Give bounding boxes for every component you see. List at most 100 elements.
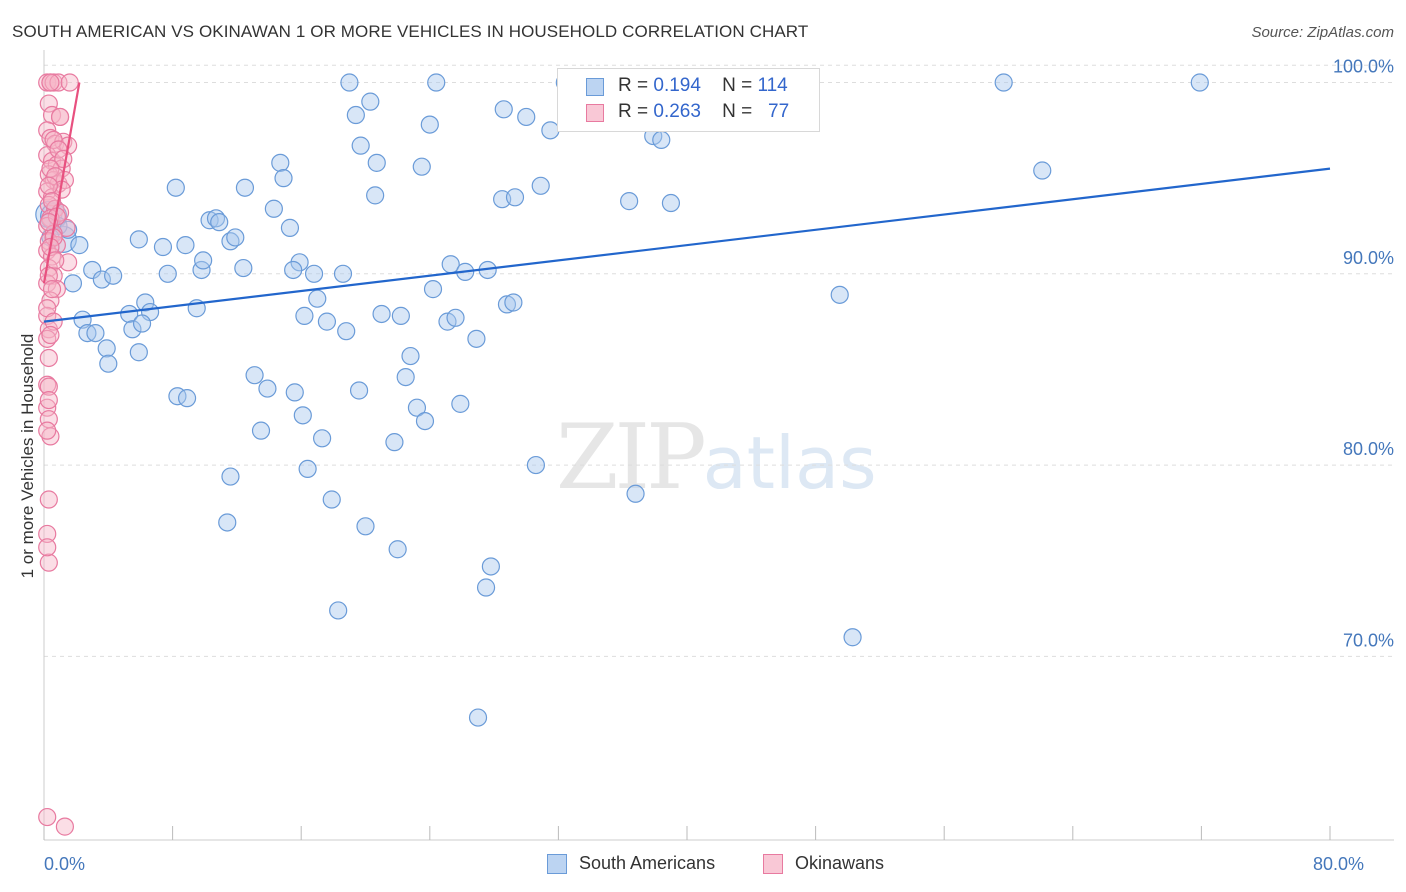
y-tick-label: 100.0% bbox=[1333, 57, 1394, 77]
pink-swatch bbox=[586, 104, 604, 122]
okinawan-point bbox=[38, 274, 57, 293]
south-american-point bbox=[396, 367, 415, 387]
south-american-point bbox=[251, 421, 271, 440]
south-american-point bbox=[372, 304, 391, 324]
okinawan-point bbox=[42, 280, 62, 299]
south-american-point bbox=[661, 193, 681, 213]
south-american-point bbox=[97, 339, 116, 358]
okinawan-point bbox=[39, 390, 58, 410]
south-american-point bbox=[337, 322, 356, 341]
south-american-point bbox=[497, 295, 517, 314]
okinawan-point bbox=[38, 524, 57, 544]
okinawan-point bbox=[46, 251, 65, 270]
r-label: R = bbox=[618, 75, 649, 96]
south-american-point bbox=[494, 100, 513, 119]
y-tick-label: 90.0% bbox=[1343, 248, 1394, 268]
south-american-point bbox=[652, 130, 671, 150]
south-american-point bbox=[136, 293, 155, 312]
south-american-point bbox=[317, 312, 337, 331]
watermark-atlas: atlas bbox=[702, 421, 877, 505]
okinawan-point bbox=[41, 427, 60, 446]
south-american-point bbox=[280, 218, 300, 237]
south-american-point bbox=[468, 708, 488, 727]
watermark-zip: ZIP bbox=[556, 405, 707, 510]
south-american-point bbox=[258, 379, 277, 398]
south-americans-points bbox=[35, 73, 1209, 727]
south-american-point bbox=[284, 260, 303, 280]
chart-title: SOUTH AMERICAN VS OKINAWAN 1 OR MORE VEH… bbox=[12, 22, 809, 41]
okinawans-trend-line bbox=[42, 82, 81, 284]
south-american-point bbox=[481, 557, 500, 576]
south-american-point bbox=[86, 323, 105, 343]
n-label: N = bbox=[722, 75, 753, 96]
south-american-point bbox=[218, 513, 237, 532]
south-american-point bbox=[83, 260, 102, 280]
south-american-point bbox=[451, 394, 470, 413]
south-american-point bbox=[446, 308, 465, 327]
south-american-point bbox=[361, 92, 380, 111]
okinawan-point bbox=[39, 94, 58, 113]
y-tick-label: 70.0% bbox=[1343, 630, 1394, 650]
south-american-point bbox=[304, 264, 324, 283]
r-value: 0.263 bbox=[653, 101, 701, 122]
south-american-point bbox=[210, 213, 229, 232]
okinawan-point bbox=[39, 377, 58, 396]
south-american-point bbox=[295, 306, 314, 325]
south-american-point bbox=[176, 236, 195, 255]
okinawan-point bbox=[50, 107, 70, 127]
okinawan-point bbox=[38, 421, 57, 440]
south-american-point bbox=[298, 459, 317, 479]
south-american-point bbox=[158, 264, 177, 283]
south-american-point bbox=[830, 285, 849, 304]
south-american-point bbox=[177, 389, 197, 408]
south-american-point bbox=[626, 484, 645, 503]
okinawan-point bbox=[60, 73, 79, 92]
south-american-point bbox=[505, 188, 525, 207]
blue-swatch bbox=[586, 78, 604, 96]
n-value: 77 bbox=[768, 101, 790, 122]
south-american-point bbox=[526, 455, 545, 475]
south-american-point bbox=[120, 304, 139, 324]
n-value: 114 bbox=[757, 75, 788, 96]
zipatlas-watermark: ZIPatlas bbox=[556, 405, 877, 510]
r-value: 0.194 bbox=[653, 75, 701, 96]
okinawan-point bbox=[39, 553, 58, 572]
south-american-point bbox=[423, 280, 443, 299]
okinawan-point bbox=[38, 807, 57, 827]
south-american-point bbox=[367, 153, 386, 172]
okinawan-point bbox=[41, 325, 60, 345]
okinawan-point bbox=[39, 490, 58, 509]
trend-lines bbox=[42, 82, 1331, 323]
okinawan-point bbox=[39, 176, 58, 195]
south-american-point bbox=[620, 192, 639, 211]
south-american-point bbox=[271, 153, 290, 172]
blue-legend-swatch bbox=[547, 854, 567, 874]
south-american-point bbox=[388, 540, 407, 559]
south-american-point bbox=[356, 517, 375, 536]
okinawan-point bbox=[38, 398, 57, 417]
south-american-point bbox=[293, 406, 312, 425]
south-american-point bbox=[92, 270, 111, 289]
south-american-point bbox=[427, 73, 446, 92]
south-american-point bbox=[129, 343, 148, 362]
south-american-point bbox=[129, 230, 148, 249]
south-american-point bbox=[476, 578, 496, 597]
okinawan-point bbox=[41, 73, 60, 92]
gridlines bbox=[44, 64, 1394, 657]
okinawan-point bbox=[38, 538, 57, 557]
south-american-point bbox=[1190, 73, 1209, 92]
south-american-point bbox=[412, 157, 431, 176]
south-american-point bbox=[194, 251, 213, 270]
tick-labels: 100.0% 90.0% 80.0% 70.0% 0.0% 80.0% bbox=[44, 57, 1394, 874]
south-americans-trend-line bbox=[43, 167, 1331, 323]
okinawan-point bbox=[55, 817, 74, 836]
legend-row2-text: R = 0.263 N = 77 bbox=[618, 101, 789, 123]
south-american-point bbox=[349, 381, 369, 400]
south-american-point bbox=[340, 73, 359, 92]
south-american-point bbox=[285, 383, 304, 402]
legend-row1-text: R = 0.194 N = 114 bbox=[618, 75, 788, 97]
legend-label-okinawans: Okinawans bbox=[795, 853, 885, 873]
okinawan-point bbox=[39, 348, 58, 368]
south-american-point bbox=[329, 601, 348, 620]
